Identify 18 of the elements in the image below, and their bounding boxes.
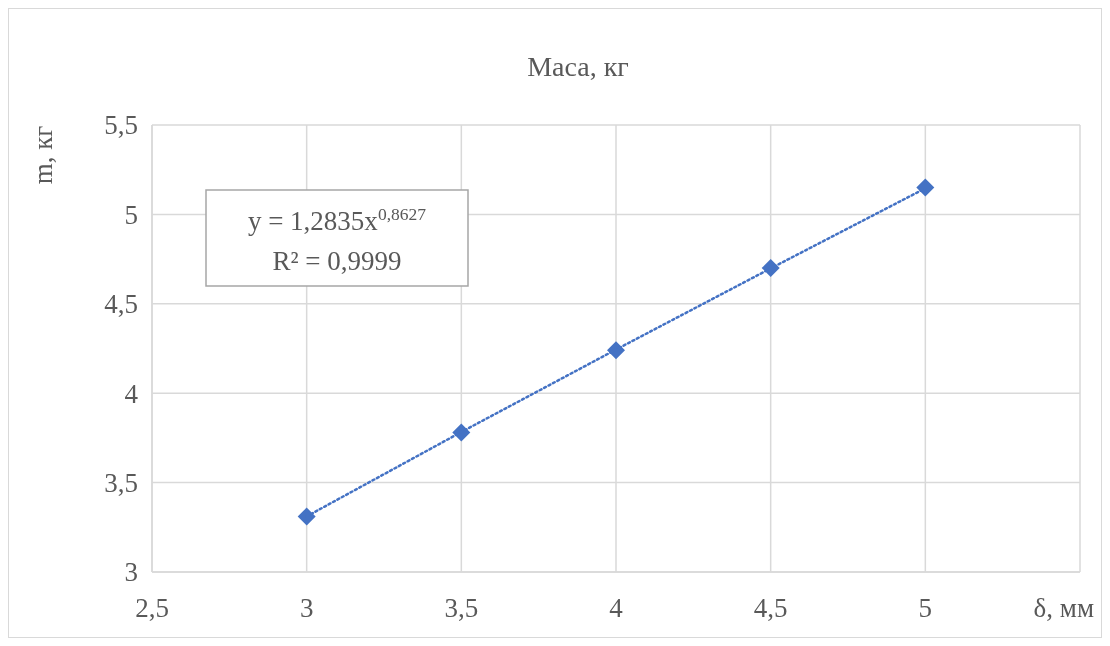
x-tick-label: 4 [609, 593, 624, 623]
x-tick-label: 3 [299, 593, 314, 623]
y-tick-label: 5 [124, 199, 138, 230]
y-tick-label: 4,5 [104, 289, 138, 320]
annotation: R² = 0,9999 [272, 246, 402, 276]
x-tick-label: 4,5 [753, 593, 788, 623]
point [916, 178, 935, 197]
annotation: y = 1,2835x$^{0,8627}$ [247, 204, 427, 236]
y-tick-label: 4 [124, 378, 139, 409]
y-axis-title: m, кг [28, 125, 58, 185]
x-axis-title: δ, мм [1033, 593, 1094, 623]
chart-title: Маса, кг [527, 51, 629, 82]
y-tick-label: 3 [124, 557, 138, 588]
x-tick-label: 2,5 [135, 593, 169, 623]
y-tick-label: 3,5 [104, 468, 138, 499]
x-tick-label: 3,5 [444, 593, 479, 623]
y-tick-label: 5,5 [104, 110, 138, 141]
x-tick-label: 5 [918, 593, 933, 623]
